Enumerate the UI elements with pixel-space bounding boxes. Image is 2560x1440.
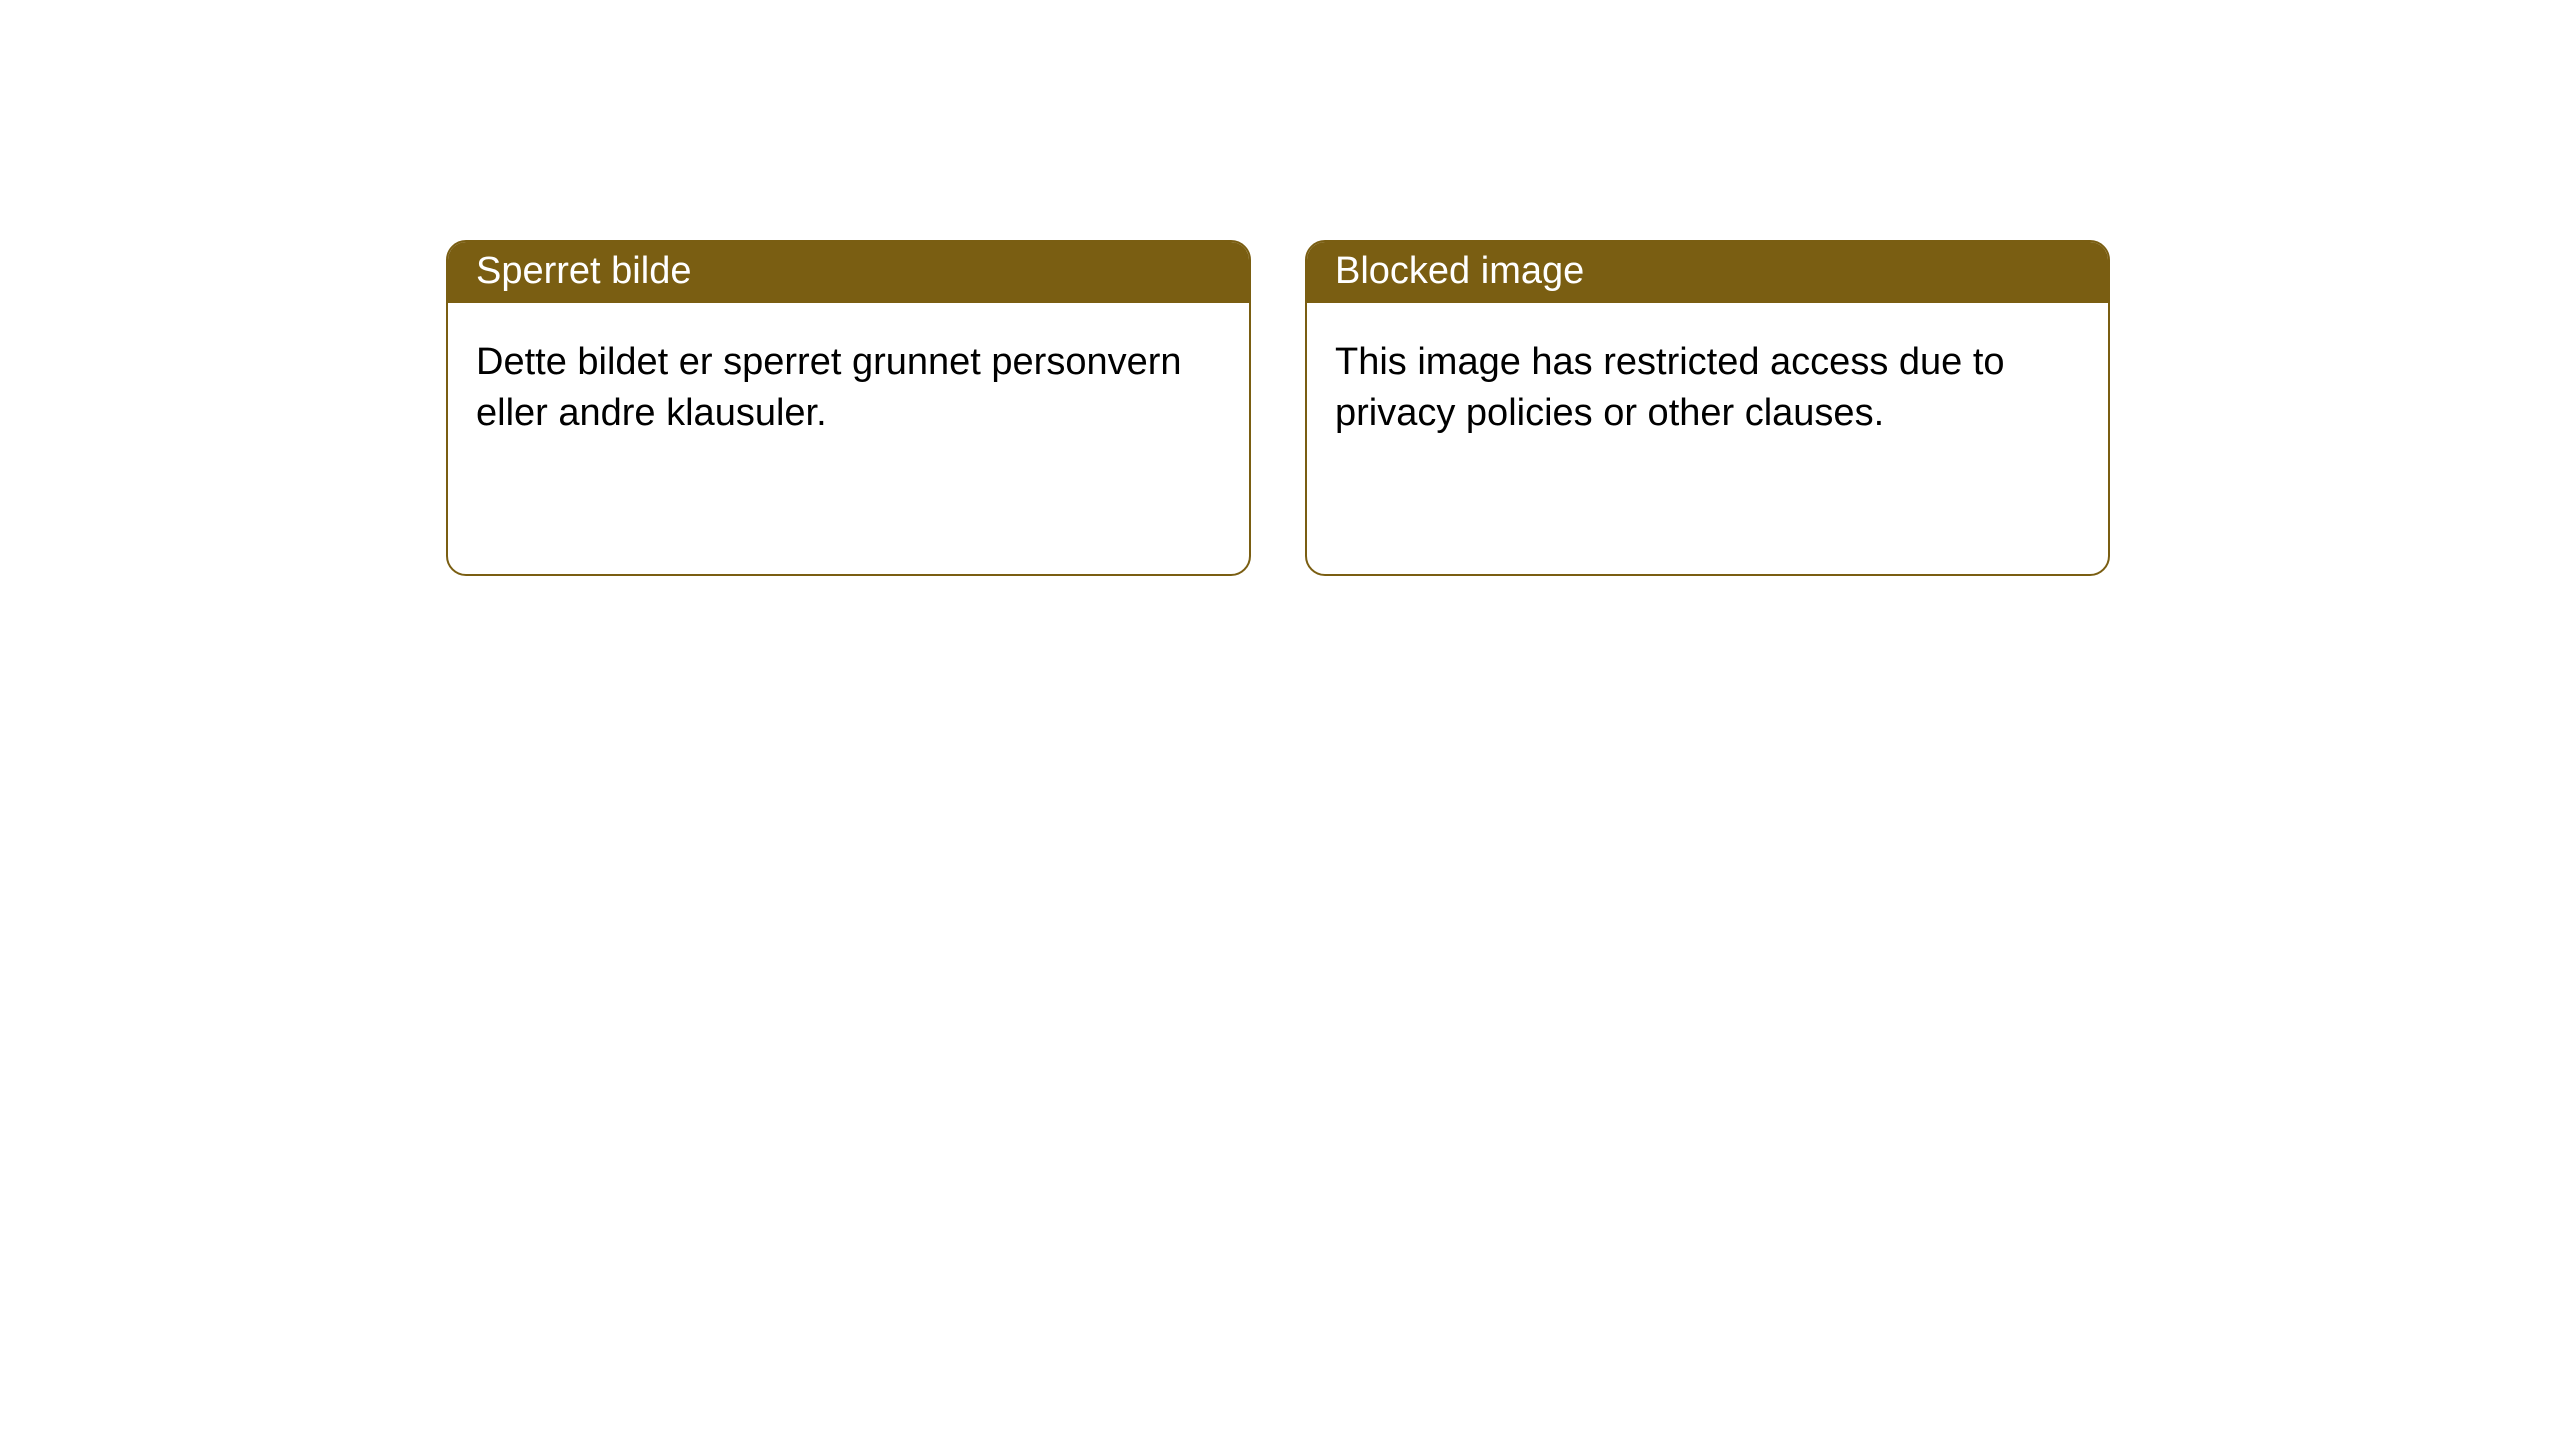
card-header: Blocked image bbox=[1307, 242, 2108, 303]
card-header: Sperret bilde bbox=[448, 242, 1249, 303]
card-body: This image has restricted access due to … bbox=[1307, 303, 2108, 474]
card-body: Dette bildet er sperret grunnet personve… bbox=[448, 303, 1249, 474]
blocked-image-card-no: Sperret bilde Dette bildet er sperret gr… bbox=[446, 240, 1251, 576]
blocked-image-card-en: Blocked image This image has restricted … bbox=[1305, 240, 2110, 576]
notice-cards-container: Sperret bilde Dette bildet er sperret gr… bbox=[0, 0, 2560, 576]
